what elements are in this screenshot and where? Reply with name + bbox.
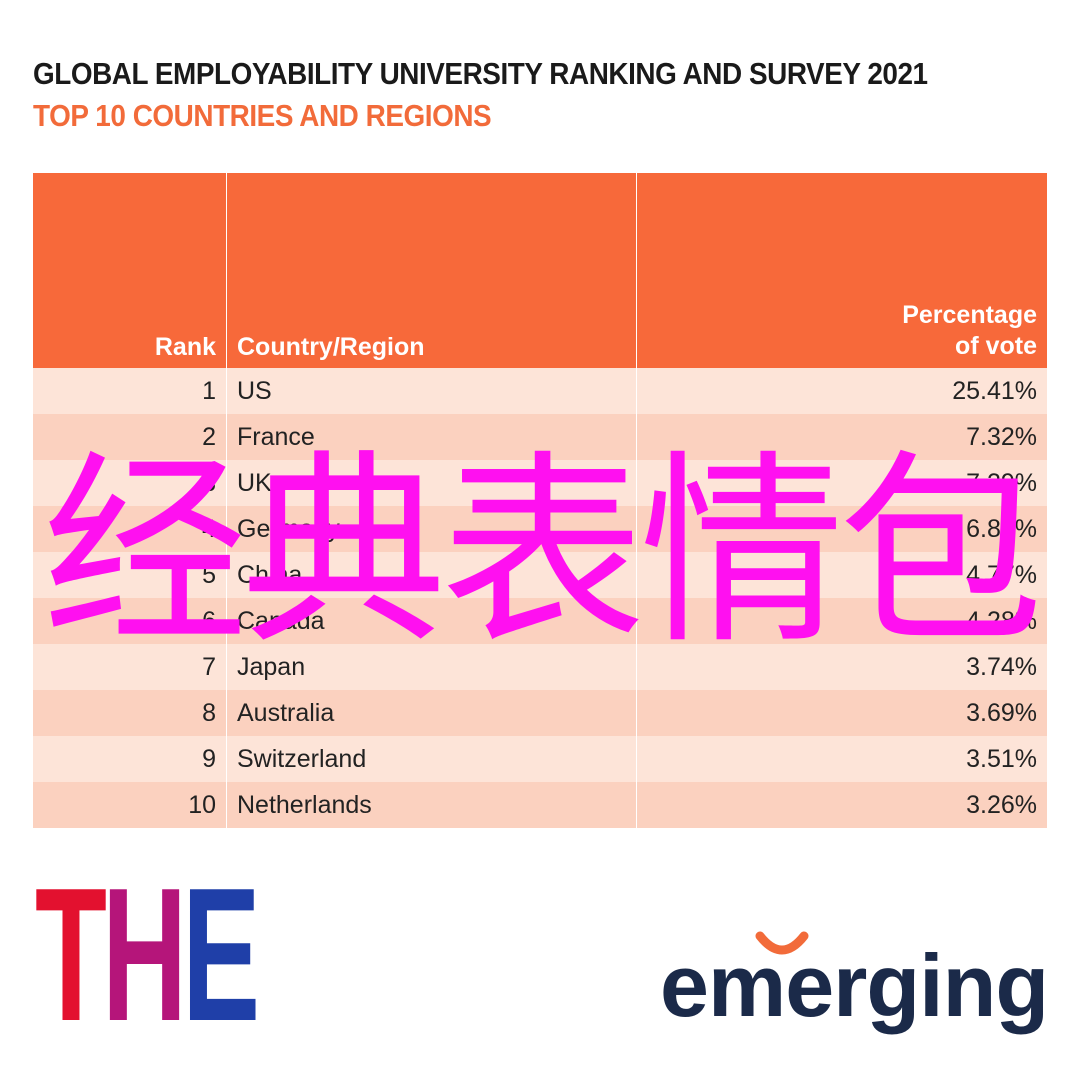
table-cell: Germany bbox=[227, 506, 637, 552]
table-row: 7 Japan 3.74% bbox=[33, 644, 1047, 690]
table-cell: Canada bbox=[227, 598, 637, 644]
table-cell: 4 bbox=[33, 506, 227, 552]
table-row: 1 US 25.41% bbox=[33, 368, 1047, 414]
header-text: Rank bbox=[154, 333, 216, 361]
table-cell: UK bbox=[227, 460, 637, 506]
table-row: 8 Australia 3.69% bbox=[33, 690, 1047, 736]
table-cell: US bbox=[227, 368, 637, 414]
table-cell: 1 bbox=[33, 368, 227, 414]
subtitle: TOP 10 COUNTRIES AND REGIONS bbox=[33, 98, 492, 133]
table-row: 5 China 4.77% bbox=[33, 552, 1047, 598]
table-cell: 7.29% bbox=[966, 468, 1037, 497]
table-cell: Japan bbox=[227, 644, 637, 690]
table-cell: 3.69% bbox=[966, 698, 1037, 727]
table-cell: Netherlands bbox=[227, 782, 637, 828]
table-cell: 2 bbox=[33, 414, 227, 460]
table-cell: 7 bbox=[33, 644, 227, 690]
table-cell: 3.74% bbox=[966, 652, 1037, 681]
table-cell: 8 bbox=[33, 690, 227, 736]
table-row: 2 France 7.32% bbox=[33, 414, 1047, 460]
header-row: Rank Country/Region Percentage of vote bbox=[33, 173, 1047, 368]
table-cell: Switzerland bbox=[227, 736, 637, 782]
table-cell: 9 bbox=[33, 736, 227, 782]
header-cell: Rank bbox=[33, 173, 227, 368]
table-cell: 5 bbox=[33, 552, 227, 598]
table-cell: 3 bbox=[33, 460, 227, 506]
table-row: 9 Switzerland 3.51% bbox=[33, 736, 1047, 782]
watermark: 经典表情包 bbox=[42, 438, 1044, 667]
table-cell: 4.77% bbox=[966, 560, 1037, 589]
logo-arc bbox=[755, 931, 809, 955]
table-cell: 3.26% bbox=[966, 790, 1037, 819]
table-cell: 10 bbox=[33, 782, 227, 828]
table-cell: France bbox=[227, 414, 637, 460]
table-cell: China bbox=[227, 552, 637, 598]
table-cell: 25.41% bbox=[952, 376, 1037, 405]
title: GLOBAL EMPLOYABILITY UNIVERSITY RANKING … bbox=[33, 56, 928, 91]
table: Rank Country/Region Percentage of vote 1… bbox=[33, 173, 1047, 828]
table-cell: 3.51% bbox=[966, 744, 1037, 773]
table-cell: 6 bbox=[33, 598, 227, 644]
table-cell: 6.80% bbox=[966, 514, 1037, 543]
table-cell: Australia bbox=[227, 690, 637, 736]
the-logo: THE bbox=[35, 849, 261, 1061]
header-text: Country/Region bbox=[237, 333, 425, 361]
table-cell: 4.28% bbox=[966, 606, 1037, 635]
emerging-logo: emerging bbox=[660, 936, 1049, 1035]
table-row: 4 Germany 6.80% bbox=[33, 506, 1047, 552]
table-cell: 7.32% bbox=[966, 422, 1037, 451]
table-row: 6 Canada 4.28% bbox=[33, 598, 1047, 644]
header-cell: Country/Region bbox=[227, 173, 637, 368]
header-text: Percentage of vote bbox=[902, 301, 1037, 360]
header-cell: Percentage of vote bbox=[637, 173, 1047, 368]
table-row: 3 UK 7.29% bbox=[33, 460, 1047, 506]
table-row: 10 Netherlands 3.26% bbox=[33, 782, 1047, 828]
